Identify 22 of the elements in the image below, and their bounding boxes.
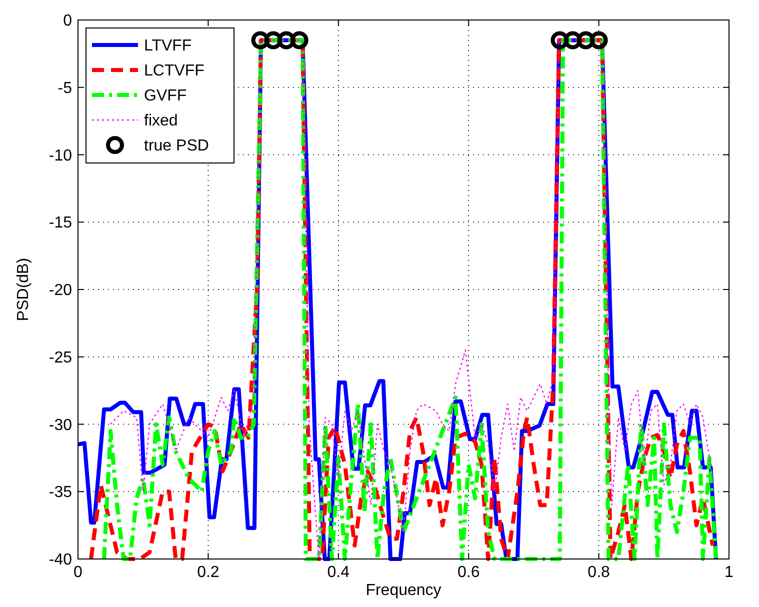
legend-label: true PSD xyxy=(144,138,209,155)
x-tick-label: 0.2 xyxy=(197,564,220,581)
y-tick-label: -35 xyxy=(48,484,72,502)
y-axis-title: PSD(dB) xyxy=(15,258,32,322)
y-tick-label: -5 xyxy=(58,80,72,97)
y-tick-label: -30 xyxy=(48,416,72,434)
y-tick-label: -20 xyxy=(48,282,72,300)
y-tick-label: 0 xyxy=(63,12,72,30)
x-tick-label: 0.8 xyxy=(588,564,610,581)
x-tick-label: 1 xyxy=(724,564,734,581)
x-tick-label: 0.6 xyxy=(457,564,480,581)
x-tick-label: 0 xyxy=(74,564,83,581)
y-tick-label: -40 xyxy=(48,552,72,569)
legend-label: LCTVFF xyxy=(144,62,205,80)
legend-label: LTVFF xyxy=(144,38,192,55)
legend-label: GVFF xyxy=(144,88,187,105)
y-tick-label: -10 xyxy=(48,147,72,164)
y-tick-label: -15 xyxy=(48,214,72,232)
x-tick-label: 0.4 xyxy=(327,564,350,581)
legend-label: fixed xyxy=(144,112,178,130)
y-tick-label: -25 xyxy=(48,349,72,366)
x-axis-title: Frequency xyxy=(366,582,442,599)
